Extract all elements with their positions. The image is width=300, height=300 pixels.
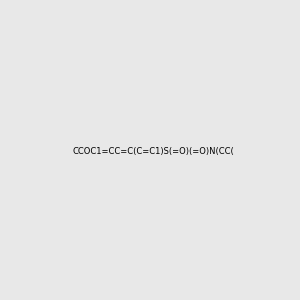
Text: CCOC1=CC=C(C=C1)S(=O)(=O)N(CC(: CCOC1=CC=C(C=C1)S(=O)(=O)N(CC(	[73, 147, 235, 156]
